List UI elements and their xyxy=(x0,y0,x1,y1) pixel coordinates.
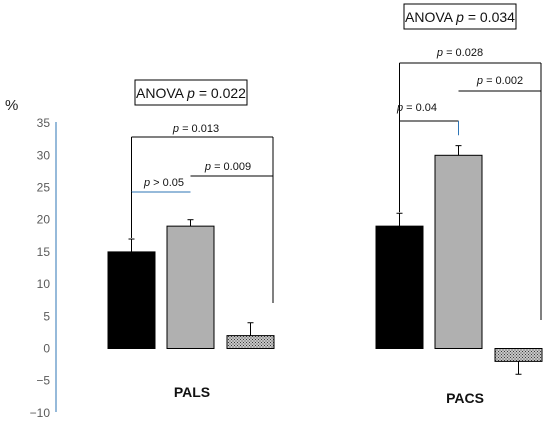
error-bars xyxy=(128,145,522,375)
anova-box xyxy=(403,3,517,30)
anova-label: ANOVA p = 0.022 xyxy=(136,85,246,101)
anova-label: ANOVA p = 0.034 xyxy=(405,9,515,25)
y-axis-unit-label: % xyxy=(5,97,18,114)
group-label: PALS xyxy=(174,384,210,400)
y-tick-label: 15 xyxy=(37,245,51,259)
p-value-label: p = 0.04 xyxy=(396,102,437,114)
p-value-label: p = 0.002 xyxy=(476,75,523,87)
bars xyxy=(107,154,543,362)
anova-boxes: ANOVA p = 0.022 ANOVA p = 0.034 xyxy=(134,3,517,106)
y-tick-label: 25 xyxy=(37,181,51,195)
anova-box xyxy=(134,79,248,106)
y-tick-label: 30 xyxy=(37,148,51,162)
bar xyxy=(434,154,483,349)
y-tick-label: −10 xyxy=(30,406,51,420)
bar xyxy=(166,225,215,349)
p-value-label: p = 0.013 xyxy=(172,123,219,135)
group-label: PACS xyxy=(446,390,484,406)
y-tick-label: 35 xyxy=(37,116,51,130)
y-tick-label: −5 xyxy=(36,374,50,388)
p-value-label: p = 0.028 xyxy=(436,47,483,59)
bar xyxy=(494,348,543,362)
p-value-labels: p = 0.013 p > 0.05 p = 0.009 p = 0.028 p = 0… xyxy=(143,47,523,189)
p-value-label: p > 0.05 xyxy=(143,177,184,189)
y-tick-label: 10 xyxy=(37,277,51,291)
comparison-brackets xyxy=(131,62,542,320)
y-axis-ticks: 35 30 25 20 15 10 5 0 −5 −10 xyxy=(30,116,51,420)
y-tick-label: 20 xyxy=(37,213,51,227)
bar xyxy=(375,225,424,349)
p-value-label: p = 0.009 xyxy=(204,161,251,173)
y-tick-label: 5 xyxy=(43,309,50,323)
bar xyxy=(226,335,275,349)
bar xyxy=(107,251,156,349)
group-labels: PALS PACS xyxy=(174,384,484,406)
y-tick-label: 0 xyxy=(43,342,50,356)
